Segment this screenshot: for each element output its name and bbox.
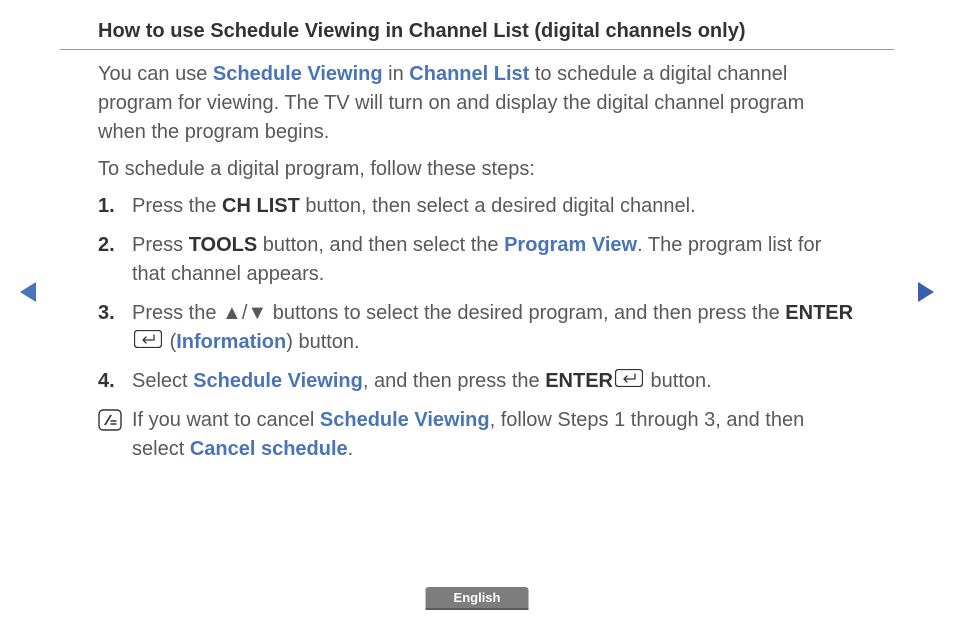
- down-arrow-icon: ▼: [247, 299, 267, 328]
- page-heading: How to use Schedule Viewing in Channel L…: [60, 20, 894, 50]
- prev-page-button[interactable]: [18, 280, 38, 309]
- step-number: 2.: [98, 231, 132, 289]
- step4-text-c: , and then press the: [363, 370, 545, 392]
- step3-text-b: buttons to select the desired program, a…: [267, 302, 785, 324]
- intro-subtext: To schedule a digital program, follow th…: [98, 155, 856, 184]
- schedule-viewing-link: Schedule Viewing: [320, 409, 490, 431]
- note-block: If you want to cancel Schedule Viewing, …: [98, 406, 856, 464]
- step-2: 2. Press TOOLS button, and then select t…: [98, 231, 856, 289]
- step1-text-a: Press the: [132, 195, 222, 217]
- intro-text-1: You can use: [98, 63, 213, 85]
- language-label: English: [426, 587, 529, 610]
- step2-text-a: Press: [132, 234, 189, 256]
- enter-label: ENTER: [785, 302, 853, 324]
- step-body: Select Schedule Viewing, and then press …: [132, 367, 856, 396]
- note-icon: [98, 406, 132, 464]
- schedule-viewing-link: Schedule Viewing: [193, 370, 363, 392]
- paren-close: ) button.: [286, 331, 359, 353]
- page-content: You can use Schedule Viewing in Channel …: [60, 60, 894, 464]
- ch-list-label: CH LIST: [222, 195, 300, 217]
- step-body: Press the ▲/▼ buttons to select the desi…: [132, 299, 856, 357]
- step-number: 1.: [98, 192, 132, 221]
- step-1: 1. Press the CH LIST button, then select…: [98, 192, 856, 221]
- channel-list-link: Channel List: [409, 63, 529, 85]
- note-body: If you want to cancel Schedule Viewing, …: [132, 406, 856, 464]
- language-indicator: English: [426, 587, 529, 610]
- step4-text-e: button.: [645, 370, 712, 392]
- up-arrow-icon: ▲: [222, 299, 242, 328]
- note-text-a: If you want to cancel: [132, 409, 320, 431]
- intro-text-2: in: [383, 63, 410, 85]
- intro-paragraph: You can use Schedule Viewing in Channel …: [98, 60, 856, 147]
- enter-icon: [134, 328, 162, 357]
- step3-text-a: Press the: [132, 302, 222, 324]
- tools-label: TOOLS: [189, 234, 258, 256]
- note-text-e: .: [348, 438, 354, 460]
- next-page-button[interactable]: [916, 280, 936, 309]
- step-number: 4.: [98, 367, 132, 396]
- step-3: 3. Press the ▲/▼ buttons to select the d…: [98, 299, 856, 357]
- step-4: 4. Select Schedule Viewing, and then pre…: [98, 367, 856, 396]
- manual-page: How to use Schedule Viewing in Channel L…: [0, 0, 954, 624]
- step1-text-c: button, then select a desired digital ch…: [300, 195, 696, 217]
- information-link: Information: [176, 331, 286, 353]
- step2-text-c: button, and then select the: [257, 234, 504, 256]
- cancel-schedule-link: Cancel schedule: [190, 438, 348, 460]
- enter-icon: [615, 367, 643, 396]
- step4-text-a: Select: [132, 370, 193, 392]
- schedule-viewing-link: Schedule Viewing: [213, 63, 383, 85]
- enter-label: ENTER: [545, 370, 613, 392]
- program-view-link: Program View: [504, 234, 637, 256]
- steps-list: 1. Press the CH LIST button, then select…: [98, 192, 856, 396]
- step-body: Press the CH LIST button, then select a …: [132, 192, 856, 221]
- step-body: Press TOOLS button, and then select the …: [132, 231, 856, 289]
- step-number: 3.: [98, 299, 132, 357]
